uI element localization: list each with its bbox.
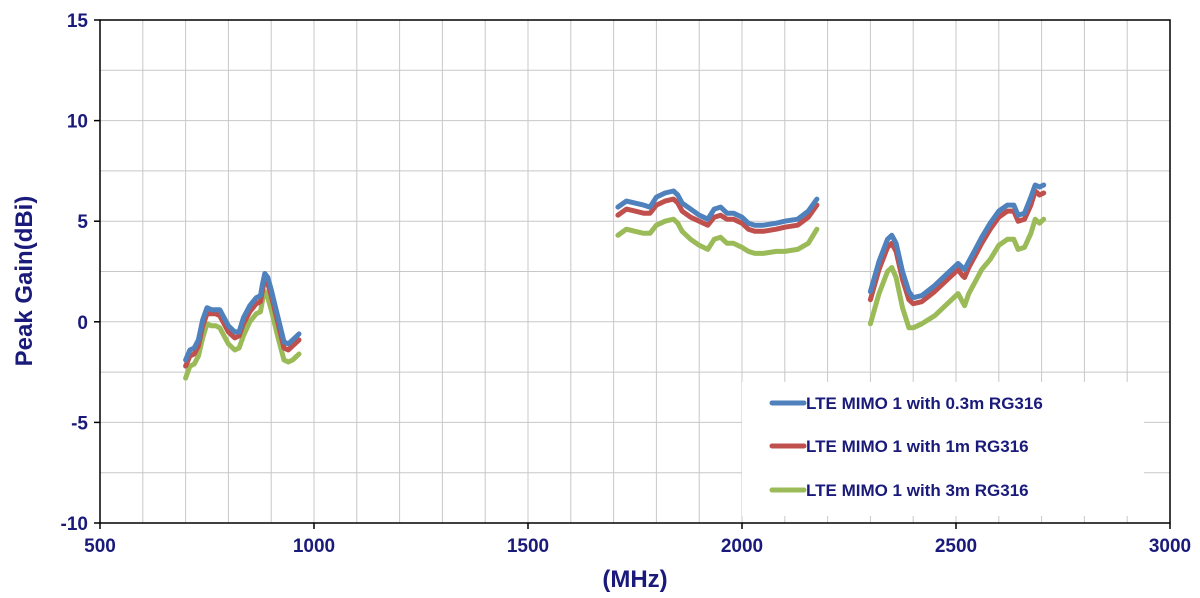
series-2-line-segment-1 — [615, 216, 820, 256]
series-2-line-segment-0 — [183, 289, 302, 381]
y-tick-label: 15 — [67, 11, 89, 32]
y-axis-title: Peak Gain(dBi) — [11, 196, 38, 367]
legend: LTE MIMO 1 with 0.3m RG316 LTE MIMO 1 wi… — [742, 382, 1144, 516]
plot-border — [99, 19, 1171, 524]
x-tick-label: 500 — [84, 536, 116, 557]
tick-labels: 500 1000 1500 2000 2500 3000 -10 -5 0 5 10 15 — [61, 11, 1192, 557]
y-tick-label: -5 — [71, 413, 88, 434]
series-1-line-segment-1 — [615, 196, 820, 234]
legend-label-2: LTE MIMO 1 with 3m RG316 — [806, 481, 1029, 500]
series-0-line-segment-2 — [867, 182, 1047, 301]
x-axis-title: (MHz) — [602, 566, 667, 593]
y-tick-label: 0 — [77, 313, 88, 334]
x-tick-label: 3000 — [1149, 536, 1191, 557]
legend-label-0: LTE MIMO 1 with 0.3m RG316 — [806, 394, 1043, 413]
y-tick-label: 5 — [77, 212, 88, 233]
legend-box — [742, 382, 1144, 516]
x-tick-label: 1000 — [293, 536, 335, 557]
x-tick-label: 2000 — [721, 536, 763, 557]
y-tick-label: 10 — [67, 112, 88, 133]
y-tick-label: -10 — [61, 514, 88, 535]
series-2-line-segment-2 — [867, 216, 1047, 331]
x-tick-label: 2500 — [935, 536, 977, 557]
x-tick-label: 1500 — [507, 536, 549, 557]
series-lines — [183, 182, 1047, 381]
legend-label-1: LTE MIMO 1 with 1m RG316 — [806, 437, 1029, 456]
series-0-line-segment-0 — [183, 271, 302, 363]
series-0-line-segment-1 — [615, 188, 820, 228]
